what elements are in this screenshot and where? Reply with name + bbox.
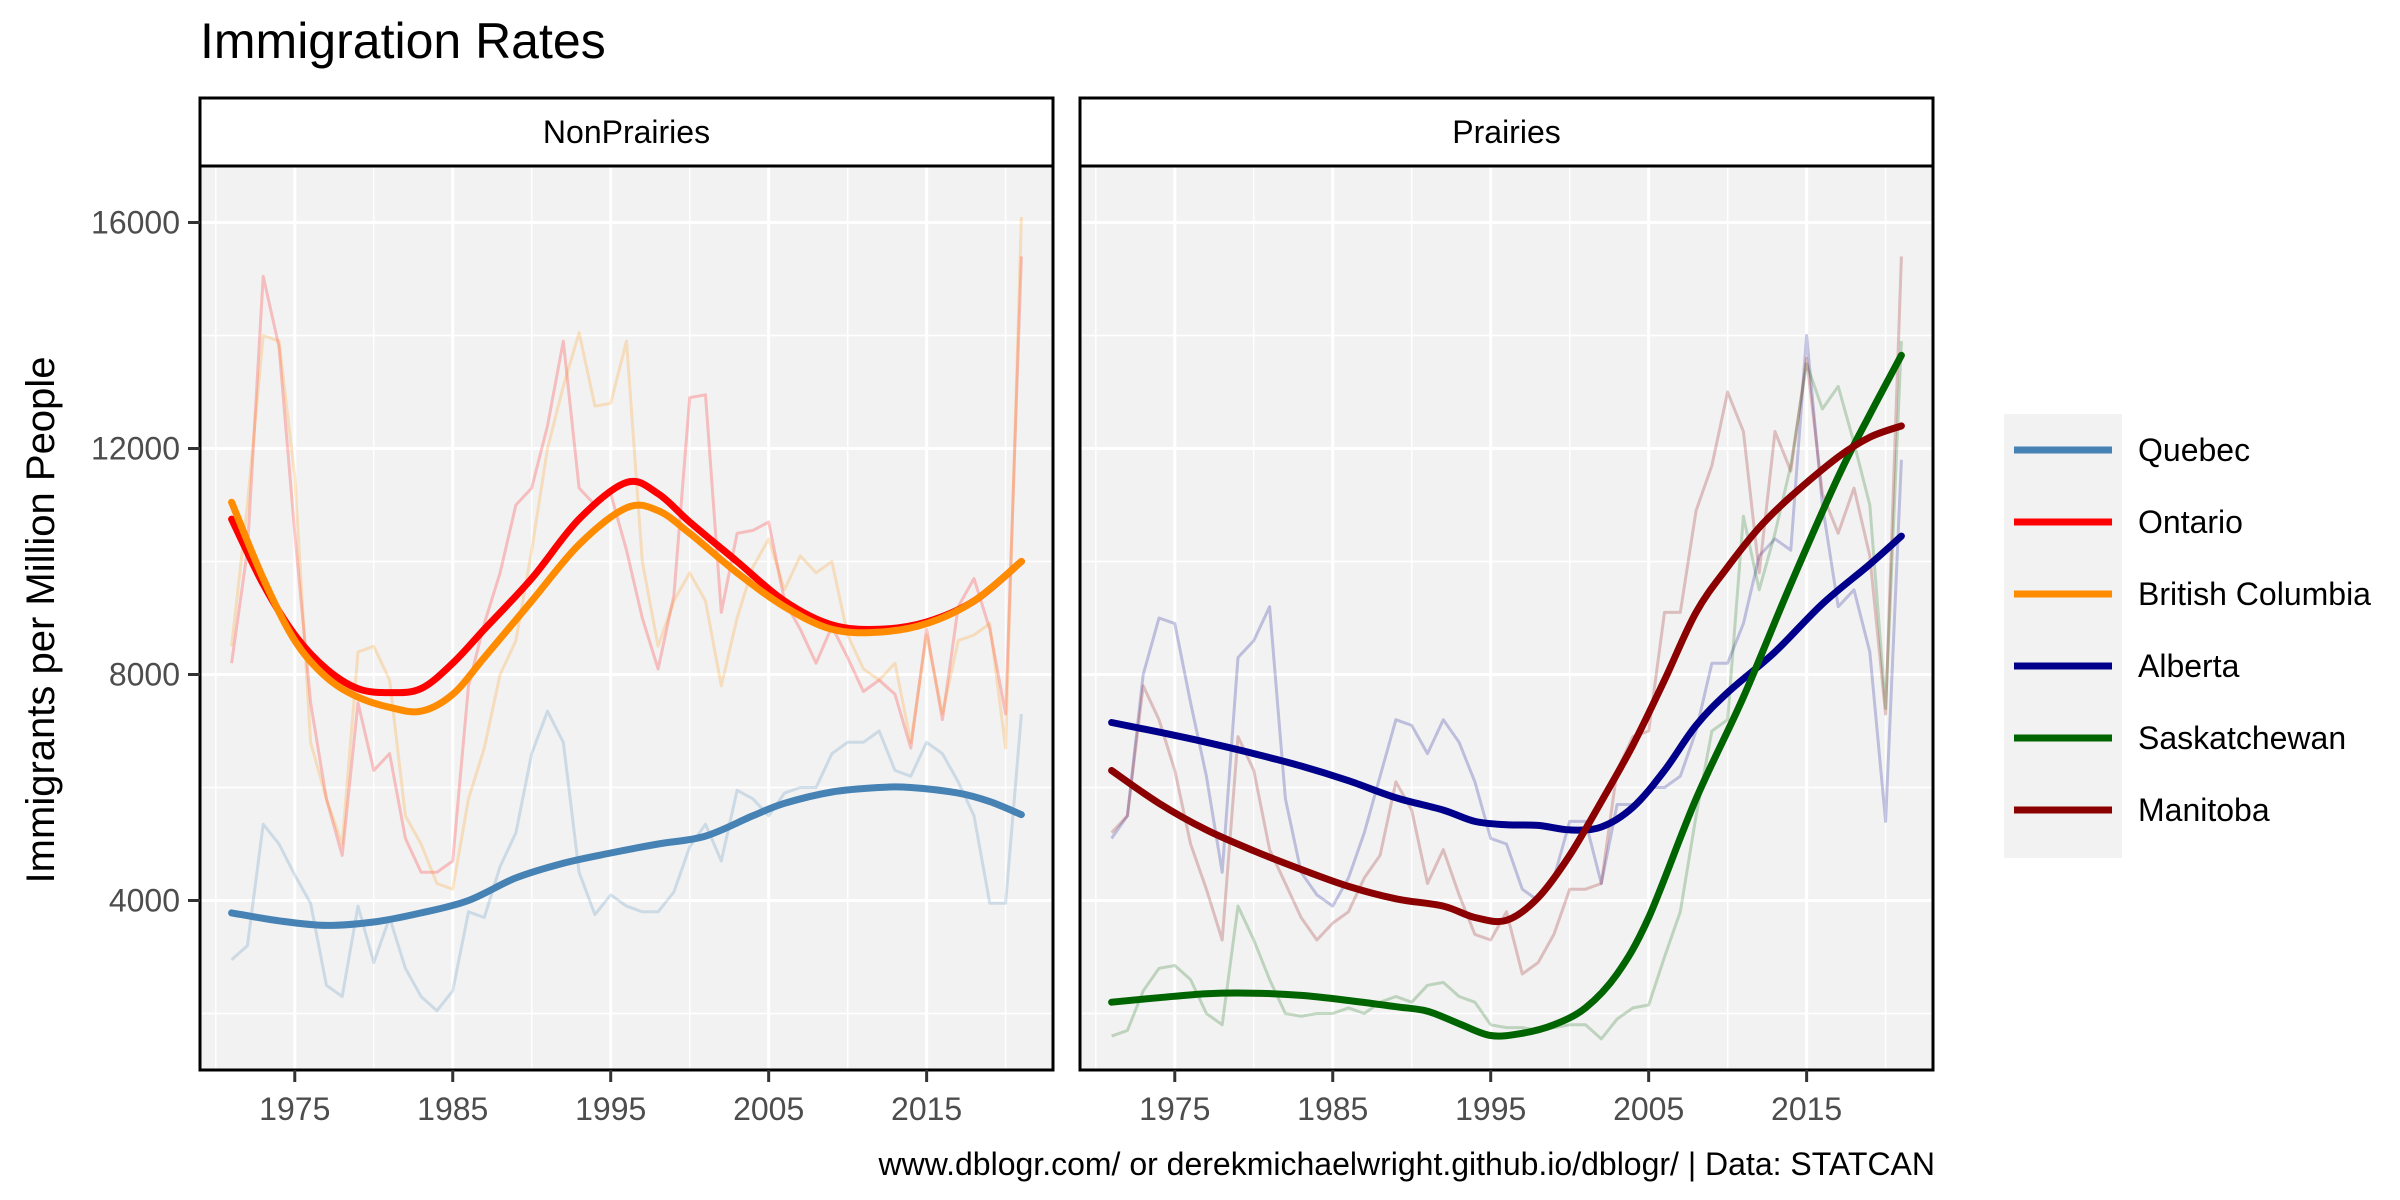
legend-item-ontario: Ontario: [2014, 504, 2243, 540]
legend-label: Saskatchewan: [2138, 720, 2346, 756]
x-tick-label: 1995: [1455, 1091, 1526, 1127]
strip-background: [198, 96, 1055, 168]
strip-label-nonprairies: NonPrairies: [543, 114, 710, 150]
trend-line-alberta: [1108, 532, 1905, 834]
facet-panels: NonPrairies 1975 1985 1995 2005 2015 4000 8000 1…: [91, 96, 1935, 1127]
trend-line-quebec: [228, 783, 1025, 929]
legend-label: Manitoba: [2138, 792, 2270, 828]
legend-label: Ontario: [2138, 504, 2243, 540]
legend-item-manitoba: Manitoba: [2014, 792, 2270, 828]
legend-item-quebec: Quebec: [2014, 432, 2250, 468]
trend-line-british-columbia: [228, 498, 1025, 716]
chart-title: Immigration Rates: [200, 13, 606, 69]
panel-nonprairies: NonPrairies 1975 1985 1995 2005 2015 4000 8000 1…: [91, 96, 1055, 1127]
panel-prairies: Prairies 1975 1985 1995 2005 2015: [1078, 96, 1935, 1127]
strip-label-prairies: Prairies: [1452, 114, 1560, 150]
legend-label: British Columbia: [2138, 576, 2371, 612]
y-axis-label: Immigrants per Million People: [19, 357, 63, 884]
y-tick-label: 12000: [91, 431, 180, 467]
y-tick-label: 16000: [91, 205, 180, 241]
x-tick-label: 1985: [1297, 1091, 1368, 1127]
x-tick-label: 2005: [1613, 1091, 1684, 1127]
chart-caption: www.dblogr.com/ or derekmichaelwright.gi…: [878, 1146, 1935, 1182]
raw-line-saskatchewan: [1111, 341, 1903, 1041]
x-tick-label: 2005: [733, 1091, 804, 1127]
legend-item-british-columbia: British Columbia: [2014, 576, 2371, 612]
x-tick-label: 1985: [417, 1091, 488, 1127]
raw-line-ontario: [230, 256, 1023, 874]
y-tick-label: 4000: [109, 883, 180, 919]
trend-line-manitoba: [1108, 422, 1905, 926]
raw-line-british-columbia: [230, 216, 1023, 891]
x-tick-label: 1975: [259, 1091, 330, 1127]
strip-background: [1078, 96, 1935, 168]
y-tick-label: 8000: [109, 657, 180, 693]
x-tick-label: 1995: [575, 1091, 646, 1127]
raw-line-alberta: [1110, 334, 1903, 908]
x-tick-label: 2015: [1771, 1091, 1842, 1127]
legend: Quebec Ontario British Columbia Alberta Sask…: [2004, 414, 2371, 858]
legend-item-alberta: Alberta: [2014, 648, 2240, 684]
legend-label: Quebec: [2138, 432, 2250, 468]
legend-key-background: [2004, 414, 2122, 858]
legend-label: Alberta: [2138, 648, 2240, 684]
x-tick-label: 2015: [891, 1091, 962, 1127]
legend-item-saskatchewan: Saskatchewan: [2014, 720, 2346, 756]
plot-background: [200, 166, 1053, 1070]
trend-line-saskatchewan: [1108, 351, 1905, 1040]
x-tick-label: 1975: [1139, 1091, 1210, 1127]
